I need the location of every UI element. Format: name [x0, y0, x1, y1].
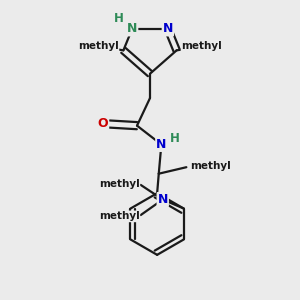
Text: methyl: methyl [190, 161, 231, 171]
Text: N: N [158, 193, 168, 206]
Text: H: H [169, 132, 179, 145]
Text: methyl: methyl [99, 178, 140, 189]
Text: methyl: methyl [182, 41, 222, 52]
Text: N: N [156, 138, 167, 151]
Text: N: N [127, 22, 137, 35]
Text: N: N [163, 22, 173, 35]
Text: O: O [98, 117, 108, 130]
Text: H: H [114, 12, 124, 25]
Text: methyl: methyl [99, 212, 140, 221]
Text: methyl: methyl [78, 41, 118, 52]
